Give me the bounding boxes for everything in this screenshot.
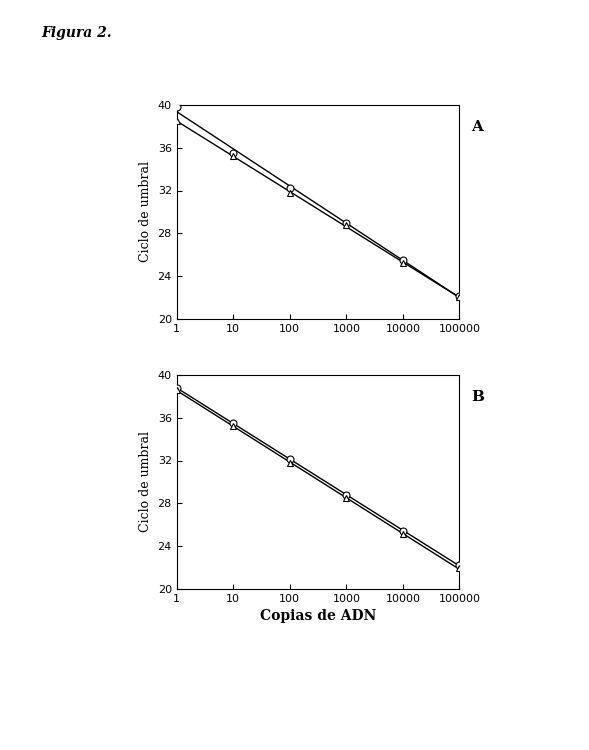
Text: A: A [471,120,483,134]
Text: Figura 2.: Figura 2. [41,26,112,40]
X-axis label: Copias de ADN: Copias de ADN [260,609,376,623]
Y-axis label: Ciclo de umbral: Ciclo de umbral [139,161,152,262]
Text: B: B [471,390,484,404]
Y-axis label: Ciclo de umbral: Ciclo de umbral [139,431,152,532]
